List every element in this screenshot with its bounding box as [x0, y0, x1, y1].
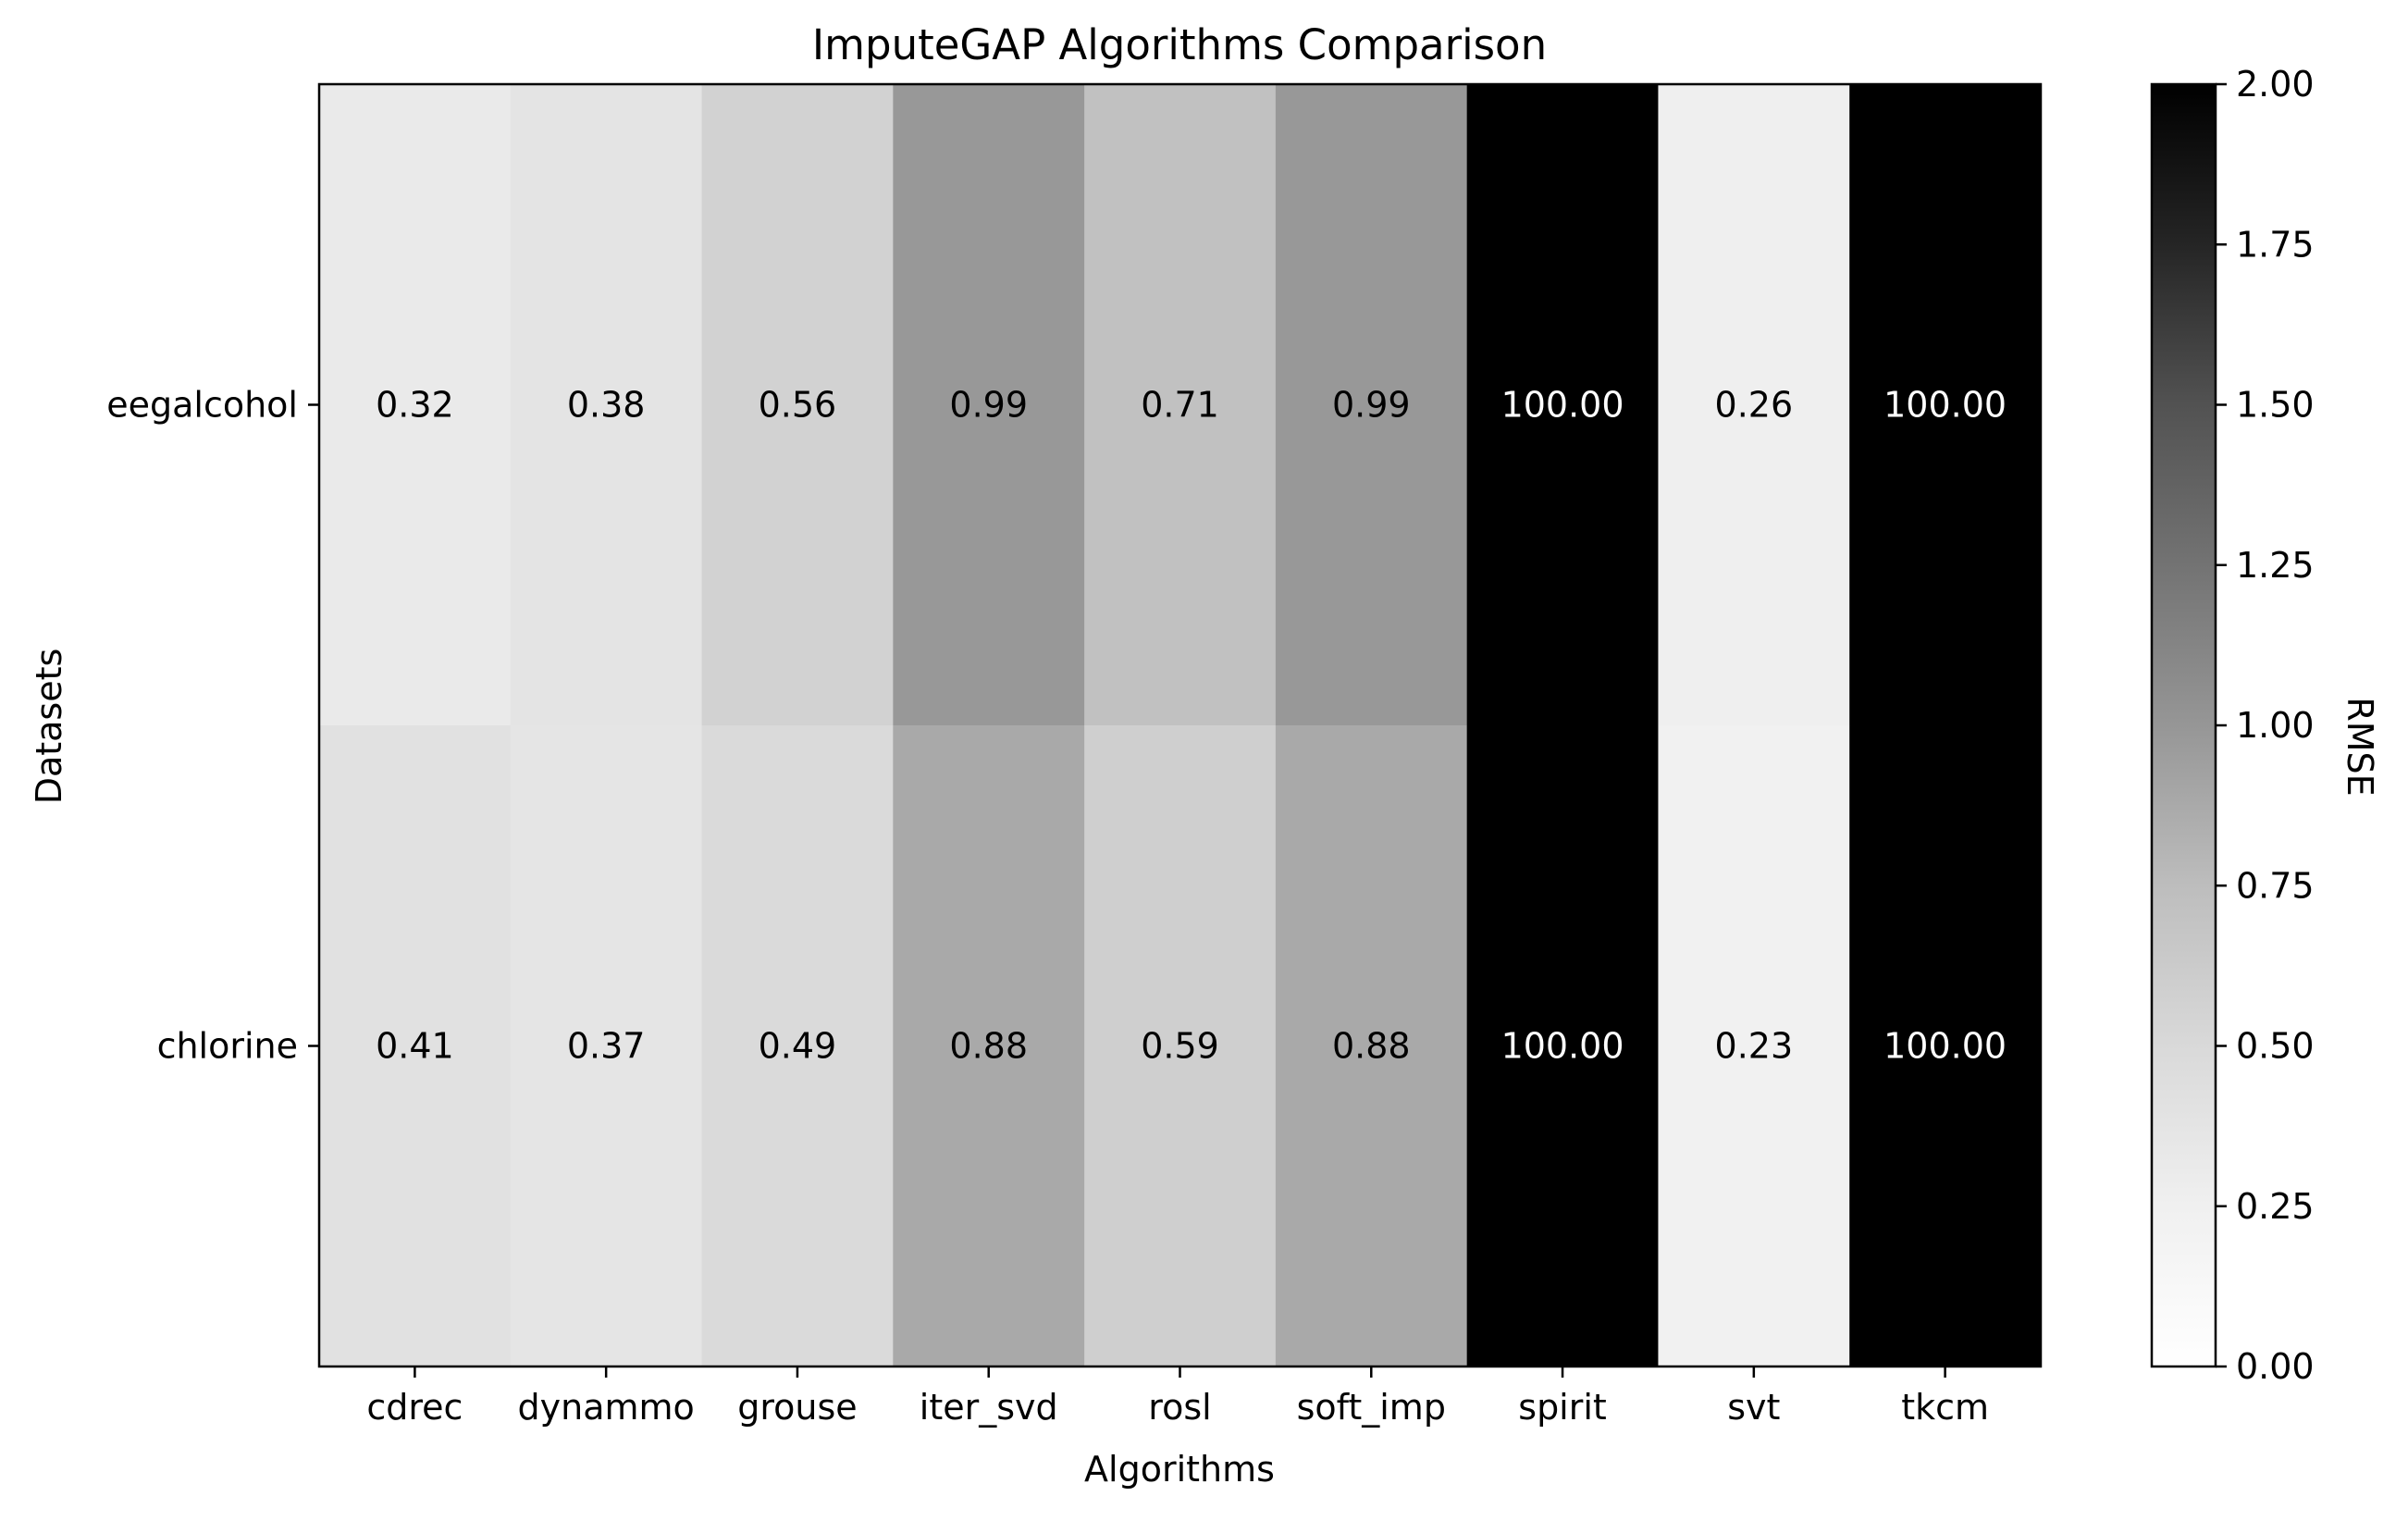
- heatmap-cell: [893, 725, 1085, 1367]
- cell-value-label: 0.49: [759, 1026, 837, 1067]
- x-tick-label: tkcm: [1901, 1387, 1989, 1428]
- cell-value-label: 0.71: [1141, 385, 1219, 426]
- y-tick-label: eegalcohol: [106, 385, 298, 426]
- colorbar-tick-label: 1.25: [2236, 545, 2315, 586]
- colorbar-tick-label: 1.50: [2236, 385, 2315, 426]
- heatmap-cell: [893, 84, 1085, 726]
- x-tick-label: spirit: [1518, 1387, 1607, 1428]
- colorbar-ticks: 0.00 0.25 0.50 0.75 1.00 1.25 1.50 1.75 2.00: [2216, 64, 2315, 1387]
- cell-value-label: 100.00: [1501, 385, 1624, 426]
- cell-value-label: 0.88: [949, 1026, 1028, 1067]
- heatmap-cell: [319, 84, 512, 726]
- heatmap-cell: [1466, 725, 1660, 1367]
- x-axis-label: Algorithms: [1084, 1449, 1275, 1490]
- cell-value-label: 0.99: [1332, 385, 1411, 426]
- x-tick-label: grouse: [737, 1387, 857, 1428]
- cell-value-label: 0.37: [567, 1026, 646, 1067]
- heatmap-cell: [1084, 725, 1277, 1367]
- cell-value-label: 0.59: [1141, 1026, 1219, 1067]
- heatmap-cell: [319, 725, 512, 1367]
- cell-value-label: 100.00: [1883, 1026, 2007, 1067]
- cell-value-label: 0.41: [376, 1026, 454, 1067]
- cell-value-label: 0.88: [1332, 1026, 1411, 1067]
- heatmap-cell-labels: 0.32 0.38 0.56 0.99 0.71 0.99 100.00 0.26 100.00…: [376, 385, 2007, 1067]
- y-axis-label: Datasets: [29, 649, 69, 805]
- cell-value-label: 0.56: [759, 385, 837, 426]
- heatmap-cell: [1084, 84, 1277, 726]
- heatmap-cell: [1466, 84, 1660, 726]
- heatmap-cell: [1849, 84, 2042, 726]
- heatmap-cell: [510, 725, 703, 1367]
- heatmap-cell: [510, 84, 703, 726]
- x-tick-label: dynammo: [518, 1387, 695, 1428]
- x-tick-label: cdrec: [366, 1387, 463, 1428]
- colorbar-tick-label: 0.50: [2236, 1026, 2315, 1067]
- heatmap-cell: [1849, 725, 2042, 1367]
- cell-value-label: 0.23: [1715, 1026, 1794, 1067]
- cell-value-label: 100.00: [1501, 1026, 1624, 1067]
- heatmap-cells: [319, 84, 2042, 1367]
- cell-value-label: 0.26: [1715, 385, 1794, 426]
- y-tick-label: chlorine: [157, 1026, 298, 1067]
- heatmap-cell: [1275, 84, 1468, 726]
- colorbar: [2150, 82, 2217, 1368]
- colorbar-tick-label: 0.00: [2236, 1346, 2315, 1387]
- heatmap-cell: [1275, 725, 1468, 1367]
- heatmap-cell: [1658, 84, 1850, 726]
- cell-value-label: 0.99: [949, 385, 1028, 426]
- x-tick-label: soft_imp: [1297, 1387, 1446, 1428]
- x-tick-label: iter_svd: [920, 1387, 1058, 1428]
- y-axis-ticks: eegalcohol chlorine: [106, 385, 319, 1067]
- colorbar-label: RMSE: [2340, 697, 2380, 796]
- cell-value-label: 0.38: [567, 385, 646, 426]
- x-tick-label: svt: [1727, 1387, 1780, 1428]
- cell-value-label: 0.32: [376, 385, 454, 426]
- heatmap-cell: [701, 725, 894, 1367]
- colorbar-tick-label: 0.25: [2236, 1186, 2315, 1227]
- colorbar-tick-label: 2.00: [2236, 64, 2315, 105]
- colorbar-tick-label: 1.00: [2236, 705, 2315, 746]
- x-tick-label: rosl: [1148, 1387, 1211, 1428]
- colorbar-tick-label: 1.75: [2236, 224, 2315, 265]
- x-axis-ticks: cdrec dynammo grouse iter_svd rosl soft_imp sp…: [366, 1366, 1989, 1428]
- heatmap-cell: [701, 84, 894, 726]
- chart-title: ImputeGAP Algorithms Comparison: [812, 20, 1547, 69]
- heatmap-cell: [1658, 725, 1850, 1367]
- colorbar-tick-label: 0.75: [2236, 865, 2315, 906]
- cell-value-label: 100.00: [1883, 385, 2007, 426]
